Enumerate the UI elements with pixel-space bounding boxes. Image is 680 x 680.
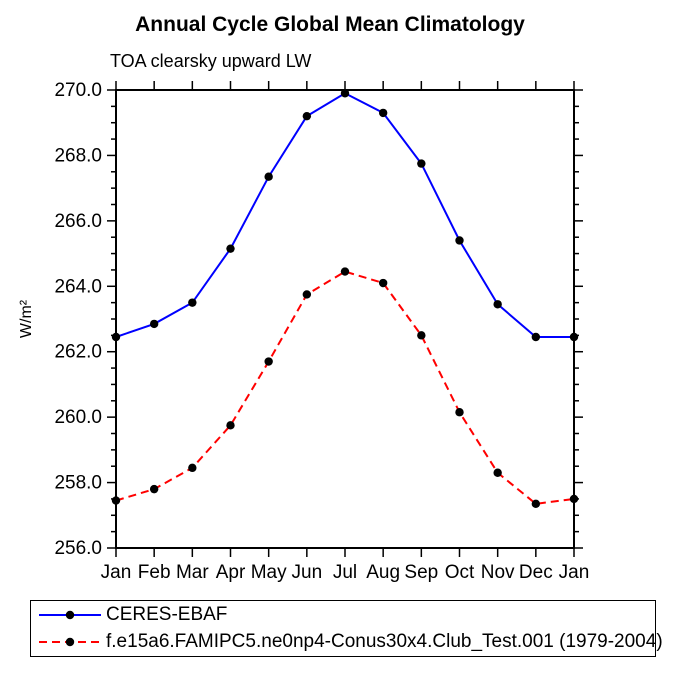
legend: CERES-EBAF f.e15a6.FAMIPC5.ne0np4-Conus3… [30,600,663,657]
plot-area: Jan Feb Mar Apr May Jun Jul Aug Sep Oct Nov Dec Jan 2… [54,80,590,583]
x-tick-label: Dec [519,562,553,583]
data-point-marker [111,332,121,342]
data-point-marker [264,172,273,181]
legend-sample-marker [65,610,75,620]
data-point-marker [188,298,197,307]
chart-title: Annual Cycle Global Mean Climatology [135,13,525,36]
data-point-marker [264,357,273,366]
data-point-marker [455,236,464,245]
plot-frame [115,89,575,549]
x-tick-label: Aug [366,562,400,583]
y-tick-label: 262.0 [54,342,102,363]
data-point-marker [226,244,235,253]
legend-label-ceres: CERES-EBAF [106,604,228,625]
data-point-marker [340,267,350,276]
data-point-marker [226,421,235,430]
legend-row-model: f.e15a6.FAMIPC5.ne0np4-Conus30x4.Club_Te… [31,629,663,655]
data-point-marker [531,499,541,509]
legend-row-ceres: CERES-EBAF [31,602,655,628]
y-tick-label: 256.0 [54,538,102,559]
data-point-marker [417,331,426,340]
x-tick-label: Jul [333,562,357,583]
data-point-marker [378,278,388,288]
x-tick-label: Jan [559,562,590,583]
data-point-marker [111,496,121,505]
x-tick-label: Apr [216,562,246,583]
x-tick-label: Jun [292,562,323,583]
x-tick-label: Nov [481,562,515,583]
y-tick-label: 264.0 [54,276,102,297]
chart-subtitle: TOA clearsky upward LW [110,51,312,71]
y-tick-label: 268.0 [54,145,102,166]
data-point-marker [569,494,579,504]
data-point-marker [455,408,464,417]
data-point-marker [378,108,388,118]
data-point-marker [493,300,502,309]
legend-label-model: f.e15a6.FAMIPC5.ne0np4-Conus30x4.Club_Te… [106,631,663,652]
x-tick-label: Oct [445,562,475,583]
x-tick-label: Jan [101,562,132,583]
data-point-marker [188,463,197,473]
data-point-marker [569,332,579,342]
data-point-marker [302,290,312,299]
data-point-marker [302,111,312,121]
y-tick-label: 270.0 [54,80,102,101]
data-point-marker [340,89,350,98]
x-tick-label: Feb [138,562,171,583]
data-point-marker [149,319,159,329]
x-tick-label: May [251,562,287,583]
x-tick-label: Mar [176,562,209,583]
data-point-marker [417,159,426,168]
data-point-marker [493,468,502,477]
legend-sample-marker [65,637,75,647]
series-line-0 [115,92,574,338]
y-tick-label: 266.0 [54,211,102,232]
y-tick-label: 258.0 [54,473,102,494]
data-point-marker [149,484,159,494]
x-tick-label: Sep [404,562,438,583]
data-point-marker [531,332,541,342]
legend-line-sample-ceres [39,610,101,620]
y-tick-label: 260.0 [54,407,102,428]
legend-line-sample-model [39,637,101,647]
